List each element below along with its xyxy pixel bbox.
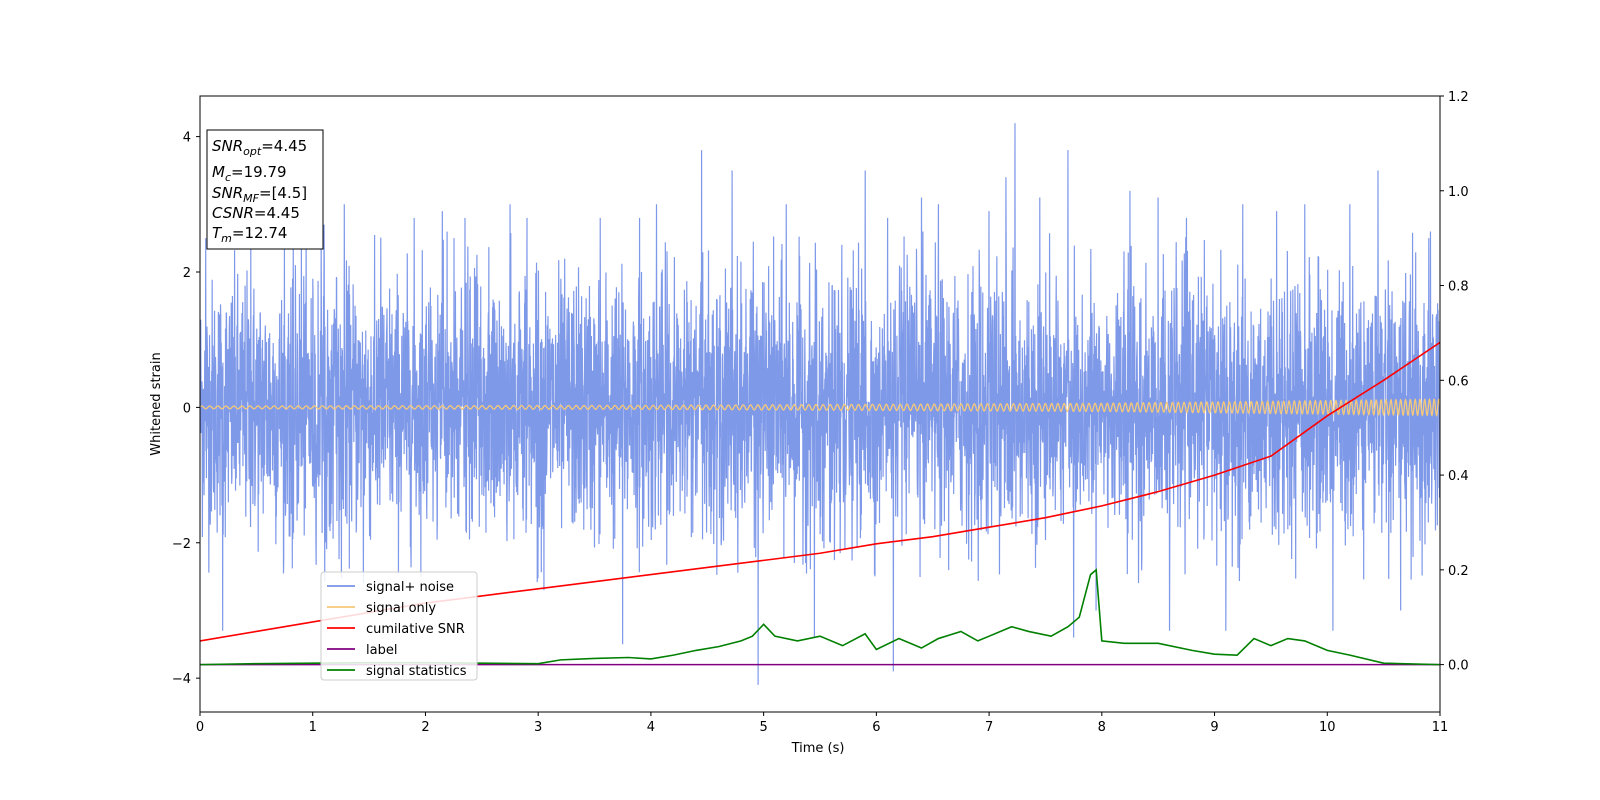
y-tick-label: 2 [183,266,191,281]
y2-axis-ticks: 0.0 0.2 0.4 0.6 0.8 1.0 1.2 [1440,90,1469,674]
y2-tick-label: 0.6 [1448,374,1469,389]
x-tick-label: 11 [1432,720,1449,735]
x-tick-label: 3 [534,720,542,735]
snr-annotation-box: SNRopt=4.45 Mc=19.79 SNRMF=[4.5] CSNR=4.… [206,129,324,250]
legend-item: cumilative SNR [327,622,465,637]
legend-label: signal+ noise [366,580,454,595]
y-tick-label: 0 [183,401,191,416]
y2-tick-label: 0.0 [1448,659,1469,674]
legend-label: signal statistics [366,664,467,679]
plot-frame [199,95,1441,713]
y-axis-ticks: 4 2 0 −2 −4 [172,131,200,687]
signal-plus-noise-series [200,123,1440,685]
x-axis-label: Time (s) [791,741,845,756]
x-tick-label: 5 [759,720,767,735]
legend-label: signal only [366,601,436,616]
y-tick-label: −4 [172,672,191,687]
y-tick-label: −2 [172,537,191,552]
legend-label: label [366,643,397,658]
y2-tick-label: 0.2 [1448,564,1469,579]
signal-plus-noise-line [200,123,1440,685]
x-tick-label: 9 [1210,720,1218,735]
x-tick-label: 10 [1319,720,1336,735]
y-tick-label: 4 [183,131,191,146]
tm-text: Tm=12.74 [212,224,287,245]
y2-tick-label: 1.0 [1448,185,1469,200]
legend-label: cumilative SNR [366,622,465,637]
x-tick-label: 6 [872,720,880,735]
legend-item: signal only [327,601,436,616]
x-tick-label: 2 [421,720,429,735]
signal-statistics-line [200,568,1440,666]
legend-item: label [327,643,397,658]
snr-mf-text: SNRMF=[4.5] [212,184,307,205]
signal-only-line [200,397,1440,417]
csnr-text: CSNR=4.45 [212,204,300,222]
x-tick-label: 4 [647,720,655,735]
y-axis-label: Whitened strain [149,352,164,455]
legend: signal+ noise signal only cumilative SNR la… [320,571,478,681]
y2-tick-label: 1.2 [1448,90,1469,105]
signal-only-series [200,397,1440,417]
y2-tick-label: 0.8 [1448,280,1469,295]
snr-opt-text: SNRopt=4.45 [212,137,307,158]
legend-item: signal+ noise [327,580,454,595]
legend-item: signal statistics [327,664,467,679]
x-axis-ticks: 0 1 2 3 4 5 6 7 8 9 10 11 [196,712,1448,735]
x-tick-label: 7 [985,720,993,735]
mc-text: Mc=19.79 [212,163,287,184]
x-tick-label: 8 [1098,720,1106,735]
x-tick-label: 0 [196,720,204,735]
x-tick-label: 1 [309,720,317,735]
y2-tick-label: 0.4 [1448,469,1469,484]
